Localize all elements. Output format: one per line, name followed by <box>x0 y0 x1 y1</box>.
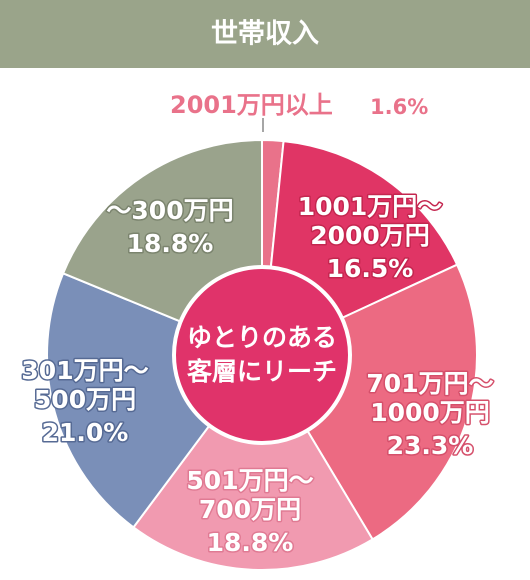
slice-label: 301万円〜 500万円 <box>21 356 148 414</box>
label-line: 2000万円 <box>310 221 430 250</box>
value-label: 16.5% <box>327 254 414 283</box>
value-label: 23.3% <box>387 431 474 460</box>
slice-label: 701万円〜 1000万円 <box>366 369 493 427</box>
label-line: 301万円〜 <box>21 356 148 385</box>
value-label: 1.6% <box>370 95 428 119</box>
label-line: 501万円〜 <box>186 466 313 495</box>
header-bar <box>0 0 530 68</box>
label-line: 〜300万円 <box>106 196 233 225</box>
value-label: 18.8% <box>207 528 294 557</box>
value-label: 21.0% <box>42 418 129 447</box>
label-line: 500万円 <box>34 385 136 414</box>
slice-label: 2001万円以上 <box>170 91 333 119</box>
label-line: 1000万円 <box>370 398 490 427</box>
label-line: 1001万円〜 <box>298 192 443 221</box>
center-circle <box>172 265 352 445</box>
slice-label: 1001万円〜 2000万円 <box>298 192 443 250</box>
center-label: 客層にリーチ <box>187 357 337 386</box>
chart-title: 世帯収入 <box>211 18 319 50</box>
pie-slice <box>132 353 374 571</box>
value-label: 18.8% <box>127 229 214 258</box>
label-line: 701万円〜 <box>366 369 493 398</box>
label-line: 700万円 <box>199 495 301 524</box>
center-label: ゆとりのある <box>187 323 337 352</box>
slice-label: 〜300万円 <box>106 196 233 225</box>
slice-label: 501万円〜 700万円 <box>186 466 313 524</box>
